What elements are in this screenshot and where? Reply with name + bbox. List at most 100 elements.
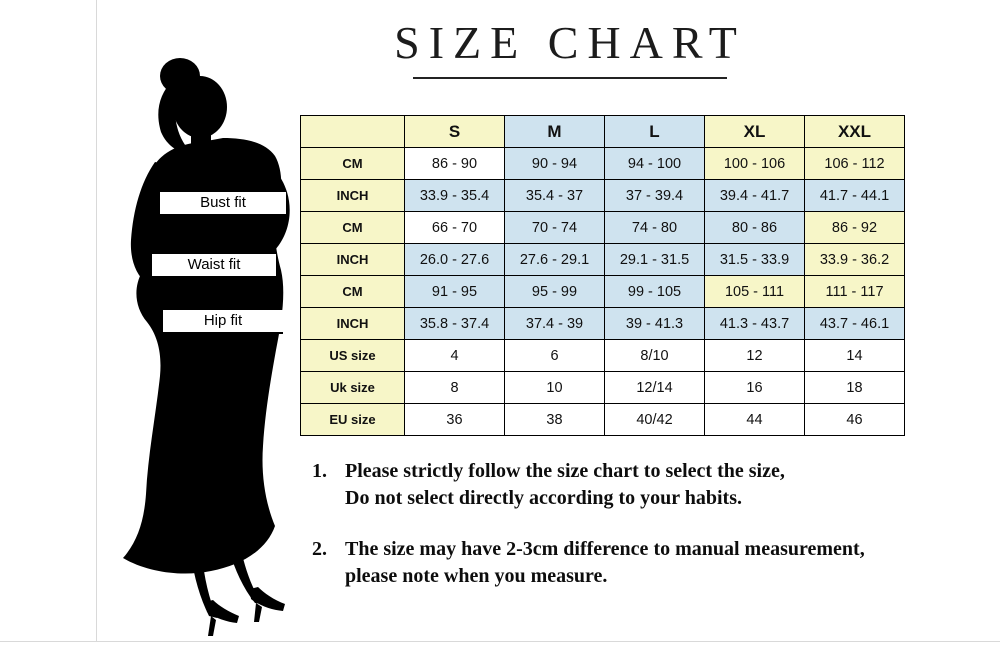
table-cell: 39 - 41.3 [604, 307, 705, 340]
table-cell: 14 [804, 339, 905, 372]
silhouette-left-arm [130, 162, 171, 294]
table-row-waist-cm: CM 66 - 70 70 - 74 74 - 80 80 - 86 86 - … [300, 211, 905, 244]
table-row-bust-inch: INCH 33.9 - 35.4 35.4 - 37 37 - 39.4 39.… [300, 179, 905, 212]
row-label: CM [300, 147, 405, 180]
table-cell: 44 [704, 403, 805, 436]
column-header-blank [300, 115, 405, 148]
silhouette-head [173, 76, 227, 138]
column-header-m: M [504, 115, 605, 148]
table-cell: 31.5 - 33.9 [704, 243, 805, 276]
notes-section: 1. Please strictly follow the size chart… [312, 458, 990, 614]
table-cell: 41.3 - 43.7 [704, 307, 805, 340]
table-cell: 35.4 - 37 [504, 179, 605, 212]
column-header-xl: XL [704, 115, 805, 148]
figure-illustration [95, 50, 315, 642]
table-cell: 4 [404, 339, 505, 372]
note-2-text: The size may have 2-3cm difference to ma… [345, 536, 865, 590]
table-cell: 74 - 80 [604, 211, 705, 244]
note-1-text: Please strictly follow the size chart to… [345, 458, 785, 512]
table-cell: 37.4 - 39 [504, 307, 605, 340]
table-cell: 90 - 94 [504, 147, 605, 180]
silhouette-front-heel [208, 616, 216, 636]
table-cell: 39.4 - 41.7 [704, 179, 805, 212]
waist-fit-label: Waist fit [152, 254, 276, 278]
table-cell: 18 [804, 371, 905, 404]
table-cell: 46 [804, 403, 905, 436]
table-cell: 12 [704, 339, 805, 372]
table-cell: 80 - 86 [704, 211, 805, 244]
table-cell: 94 - 100 [604, 147, 705, 180]
woman-silhouette [123, 58, 290, 636]
table-cell: 12/14 [604, 371, 705, 404]
row-label: INCH [300, 243, 405, 276]
silhouette-right-arm [219, 142, 290, 264]
table-cell: 95 - 99 [504, 275, 605, 308]
note-2: 2. The size may have 2-3cm difference to… [312, 536, 990, 590]
row-label: EU size [300, 403, 405, 436]
column-header-xxl: XXL [804, 115, 905, 148]
row-label: CM [300, 275, 405, 308]
table-cell: 66 - 70 [404, 211, 505, 244]
silhouette-body-dress [123, 138, 284, 574]
silhouette-hair-sweep [158, 80, 193, 154]
table-cell: 33.9 - 36.2 [804, 243, 905, 276]
note-1: 1. Please strictly follow the size chart… [312, 458, 990, 512]
table-cell: 105 - 111 [704, 275, 805, 308]
row-label: INCH [300, 179, 405, 212]
table-cell: 8/10 [604, 339, 705, 372]
table-cell: 70 - 74 [504, 211, 605, 244]
table-cell: 99 - 105 [604, 275, 705, 308]
table-cell: 91 - 95 [404, 275, 505, 308]
table-cell: 35.8 - 37.4 [404, 307, 505, 340]
silhouette-back-heel [254, 603, 262, 622]
hip-fit-label: Hip fit [163, 310, 283, 334]
row-label: CM [300, 211, 405, 244]
table-cell: 37 - 39.4 [604, 179, 705, 212]
table-cell: 41.7 - 44.1 [804, 179, 905, 212]
table-header-row: S M L XL XXL [300, 115, 905, 148]
silhouette-back-shoe [250, 587, 285, 611]
note-1-number: 1. [312, 460, 327, 482]
page-title: SIZE CHART [394, 17, 746, 68]
table-cell: 6 [504, 339, 605, 372]
page-frame-left [96, 0, 97, 642]
table-cell: 10 [504, 371, 605, 404]
note-2-line-2: please note when you measure. [345, 565, 608, 587]
size-table: S M L XL XXL CM 86 - 90 90 - 94 94 - 100… [300, 115, 905, 436]
table-row-eu-size: EU size 36 38 40/42 44 46 [300, 403, 905, 436]
table-cell: 86 - 90 [404, 147, 505, 180]
table-cell: 29.1 - 31.5 [604, 243, 705, 276]
bust-fit-label: Bust fit [160, 192, 286, 216]
table-row-waist-inch: INCH 26.0 - 27.6 27.6 - 29.1 29.1 - 31.5… [300, 243, 905, 276]
table-cell: 38 [504, 403, 605, 436]
row-label: INCH [300, 307, 405, 340]
note-1-line-1: Please strictly follow the size chart to… [345, 460, 785, 482]
table-cell: 36 [404, 403, 505, 436]
table-row-hip-cm: CM 91 - 95 95 - 99 99 - 105 105 - 111 11… [300, 275, 905, 308]
row-label: US size [300, 339, 405, 372]
column-header-s: S [404, 115, 505, 148]
table-cell: 106 - 112 [804, 147, 905, 180]
table-row-us-size: US size 4 6 8/10 12 14 [300, 339, 905, 372]
table-cell: 43.7 - 46.1 [804, 307, 905, 340]
table-cell: 26.0 - 27.6 [404, 243, 505, 276]
silhouette-front-shoe [205, 600, 239, 623]
column-header-l: L [604, 115, 705, 148]
table-cell: 111 - 117 [804, 275, 905, 308]
row-label: Uk size [300, 371, 405, 404]
table-row-uk-size: Uk size 8 10 12/14 16 18 [300, 371, 905, 404]
table-cell: 8 [404, 371, 505, 404]
table-row-hip-inch: INCH 35.8 - 37.4 37.4 - 39 39 - 41.3 41.… [300, 307, 905, 340]
page-frame-bottom [0, 641, 1000, 642]
table-cell: 86 - 92 [804, 211, 905, 244]
table-cell: 33.9 - 35.4 [404, 179, 505, 212]
table-cell: 27.6 - 29.1 [504, 243, 605, 276]
note-2-number: 2. [312, 538, 327, 560]
title-underline [413, 77, 727, 79]
note-2-line-1: The size may have 2-3cm difference to ma… [345, 538, 865, 560]
table-cell: 16 [704, 371, 805, 404]
table-cell: 100 - 106 [704, 147, 805, 180]
table-row-bust-cm: CM 86 - 90 90 - 94 94 - 100 100 - 106 10… [300, 147, 905, 180]
note-1-line-2: Do not select directly according to your… [345, 487, 743, 509]
